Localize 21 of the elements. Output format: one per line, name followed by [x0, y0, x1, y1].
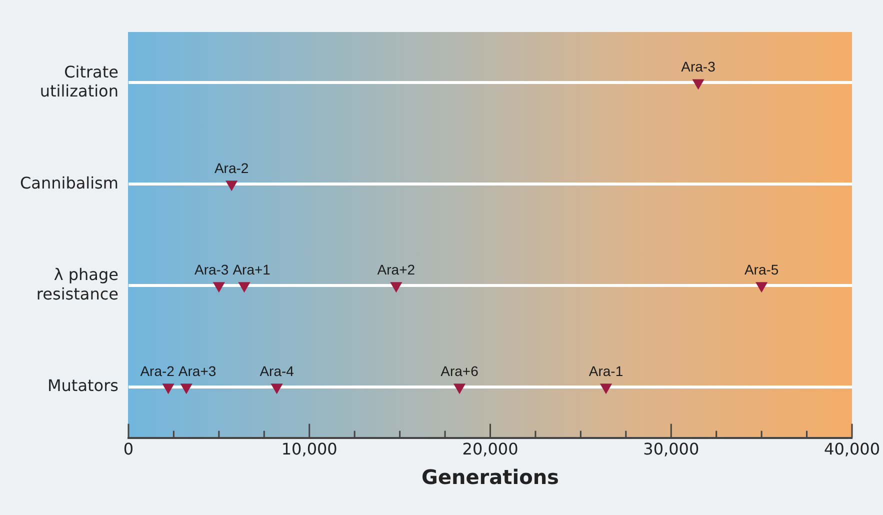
- y-tick-label: Cannibalism: [20, 173, 118, 192]
- x-tick-label: 0: [123, 440, 134, 459]
- data-label: Ara-1: [588, 362, 624, 379]
- data-label: Ara-5: [744, 261, 779, 278]
- data-label: Ara+6: [440, 362, 479, 379]
- x-tick-label: 10,000: [281, 440, 338, 459]
- data-label: Ara+2: [377, 261, 416, 278]
- x-tick-label: 30,000: [643, 440, 700, 459]
- data-label: Ara-3: [681, 58, 716, 75]
- data-label: Ara+3: [178, 362, 216, 379]
- y-tick-label: Mutators: [47, 376, 118, 396]
- x-axis-title: Generations: [422, 465, 559, 490]
- data-label: Ara-2: [214, 160, 249, 176]
- x-tick-label: 40,000: [824, 440, 880, 459]
- data-label: Ara-2: [140, 362, 175, 379]
- y-tick-label: λ phage resistance: [36, 265, 118, 304]
- data-label: Ara-4: [260, 362, 294, 379]
- data-label: Ara-3: [194, 261, 229, 278]
- x-tick-label: 20,000: [462, 440, 518, 459]
- data-label: Ara+1: [232, 261, 271, 278]
- y-tick-label: Citrate utilization: [40, 62, 118, 100]
